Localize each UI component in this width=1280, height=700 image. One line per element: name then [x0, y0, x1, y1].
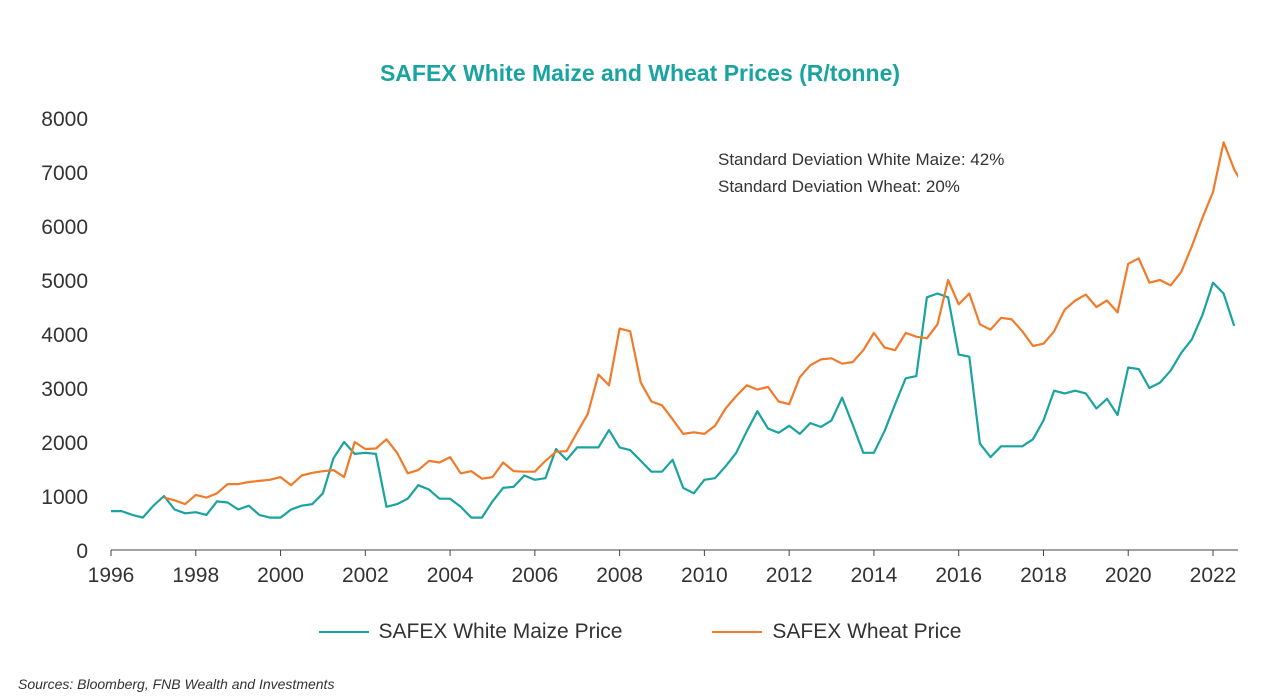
- x-tick-label: 2004: [427, 564, 474, 587]
- legend-item-maize: SAFEX White Maize Price: [318, 620, 623, 644]
- y-tick-label: 0: [76, 540, 88, 563]
- y-tick-label: 7000: [41, 162, 88, 185]
- y-tick-label: 2000: [41, 432, 88, 455]
- y-tick-label: 8000: [41, 108, 88, 131]
- y-tick-label: 1000: [41, 486, 88, 509]
- legend: SAFEX White Maize Price SAFEX Wheat Pric…: [0, 620, 1280, 644]
- x-tick-label: 2006: [511, 564, 558, 587]
- y-axis: 0 1000 2000 3000 4000 5000 6000 7000 8000: [41, 108, 88, 563]
- x-tick-label: 2008: [596, 564, 643, 587]
- x-tick-label: 2010: [681, 564, 728, 587]
- x-tick-label: 2014: [851, 564, 898, 587]
- x-axis: 1996 1998 2000 2002 2004 2006 2008 2010 2012 2014…: [88, 549, 1238, 587]
- x-tick-label: 2018: [1020, 564, 1067, 587]
- x-tick-label: 2012: [766, 564, 813, 587]
- x-tick-label: 2020: [1105, 564, 1152, 587]
- annotation-maize-std-dev: Standard Deviation White Maize: 42%: [718, 150, 1004, 169]
- legend-label-wheat: SAFEX Wheat Price: [772, 620, 962, 643]
- series-layer: [111, 141, 1238, 519]
- legend-item-wheat: SAFEX Wheat Price: [712, 620, 961, 644]
- legend-swatch-wheat: [712, 631, 763, 633]
- source-note: Sources: Bloomberg, FNB Wealth and Inves…: [18, 676, 335, 692]
- x-tick-label: 2000: [257, 564, 304, 587]
- series-line-maize: [111, 281, 1236, 519]
- annotation-wheat-std-dev: Standard Deviation Wheat: 20%: [718, 177, 960, 196]
- x-tick-label: 2016: [935, 564, 982, 587]
- y-tick-label: 3000: [41, 378, 88, 401]
- series-line-wheat: [163, 141, 1238, 506]
- y-tick-label: 4000: [41, 324, 88, 347]
- x-tick-label: 1996: [88, 564, 135, 587]
- x-tick-label: 2022: [1190, 564, 1237, 587]
- chart-title: SAFEX White Maize and Wheat Prices (R/to…: [379, 60, 901, 86]
- legend-swatch-maize: [318, 631, 369, 633]
- x-tick-label: 2002: [342, 564, 389, 587]
- legend-label-maize: SAFEX White Maize Price: [378, 620, 623, 643]
- y-tick-label: 6000: [41, 216, 88, 239]
- x-tick-label: 1998: [172, 564, 219, 587]
- y-tick-label: 5000: [41, 270, 88, 293]
